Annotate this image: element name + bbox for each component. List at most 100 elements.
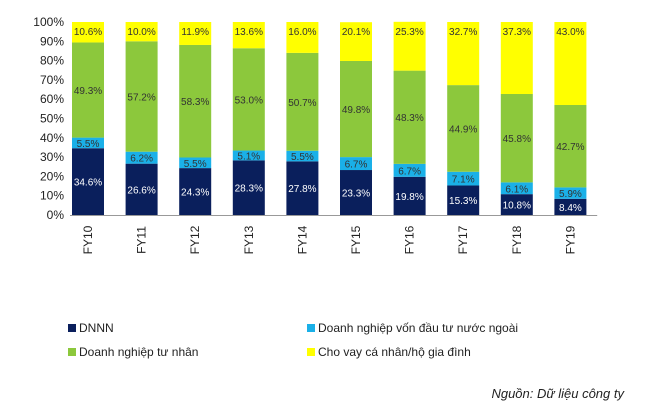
- bar-segment-fy13-s1: [232, 150, 265, 161]
- data-label: 10.8%: [503, 201, 531, 212]
- data-label: 19.8%: [395, 192, 423, 203]
- data-label: 34.6%: [74, 178, 102, 189]
- bar-segment-fy12-s2: [179, 44, 212, 158]
- bar-segment-fy17-s1: [447, 171, 480, 186]
- bar-segment-fy16-s3: [393, 21, 426, 71]
- data-label: 20.1%: [342, 27, 370, 38]
- y-tick-label: 50%: [40, 112, 64, 126]
- data-label: 6.7%: [345, 160, 368, 171]
- x-tick-label: FY10: [81, 225, 95, 254]
- data-label: 44.9%: [449, 124, 477, 135]
- bar-segment-fy19-s0: [554, 198, 587, 215]
- data-label: 15.3%: [449, 196, 477, 207]
- y-tick-label: 40%: [40, 131, 64, 145]
- bar-segment-fy16-s1: [393, 163, 426, 177]
- data-label: 10.6%: [74, 27, 102, 38]
- data-label: 45.8%: [503, 134, 531, 145]
- bar-segment-fy14-s1: [286, 150, 319, 162]
- source-note: Nguồn: Dữ liệu công ty: [491, 386, 624, 401]
- data-label: 42.7%: [556, 142, 584, 153]
- data-label: 58.3%: [181, 97, 209, 108]
- data-label: 13.6%: [235, 27, 263, 38]
- data-label: 43.0%: [556, 27, 584, 38]
- y-tick-label: 20%: [40, 169, 64, 183]
- data-label: 10.0%: [127, 27, 155, 38]
- data-label: 16.0%: [288, 27, 316, 38]
- bar-segment-fy15-s0: [340, 170, 372, 215]
- y-tick-label: 0%: [47, 208, 65, 222]
- y-tick-label: 60%: [40, 92, 64, 106]
- x-tick-label: FY16: [403, 225, 417, 254]
- data-label: 7.1%: [452, 175, 475, 186]
- bar-segment-fy13-s2: [232, 48, 265, 151]
- bar-segment-fy10-s3: [72, 22, 104, 43]
- bar-segment-fy14-s2: [286, 52, 319, 151]
- bar-segment-fy13-s3: [232, 22, 265, 49]
- bar-segment-fy11-s3: [125, 22, 158, 42]
- bar-segment-fy14-s3: [286, 22, 319, 53]
- data-label: 11.9%: [181, 27, 209, 38]
- bar-segment-fy17-s0: [447, 185, 480, 215]
- bar-segment-fy15-s1: [340, 157, 372, 171]
- bars-group: 34.6% 5.5% 49.3% 10.6% 26.6% 6.2% 57.2% 10.0% 24…: [72, 21, 587, 215]
- bar-segment-fy12-s1: [179, 157, 212, 169]
- data-label: 49.3%: [74, 86, 102, 97]
- x-tick-label: FY15: [349, 225, 363, 254]
- data-label: 6.1%: [505, 184, 528, 195]
- data-label: 5.1%: [237, 151, 260, 162]
- data-label: 48.3%: [395, 113, 423, 124]
- bar-segment-fy10-s0: [72, 148, 104, 215]
- data-label: 53.0%: [235, 95, 263, 106]
- bar-segment-fy15-s3: [340, 22, 372, 61]
- bar-segment-fy10-s1: [72, 137, 104, 149]
- y-tick-label: 10%: [40, 189, 64, 203]
- bar-segment-fy19-s2: [554, 104, 587, 188]
- x-tick-label: FY19: [563, 225, 577, 254]
- y-tick-label: 90%: [40, 34, 64, 48]
- bar-segment-fy11-s0: [125, 163, 158, 215]
- data-label: 49.8%: [342, 105, 370, 116]
- bar-segment-fy10-s2: [72, 42, 104, 138]
- bar-segment-fy18-s0: [500, 194, 533, 215]
- data-label: 57.2%: [127, 92, 155, 103]
- data-label: 8.4%: [559, 203, 582, 214]
- bar-segment-fy18-s3: [500, 22, 533, 94]
- bar-segment-fy11-s2: [125, 41, 158, 152]
- bar-segment-fy14-s0: [286, 161, 319, 215]
- bar-segment-fy13-s0: [232, 160, 265, 215]
- bar-segment-fy19-s3: [554, 22, 587, 105]
- data-label: 6.7%: [398, 166, 421, 177]
- bar-segment-fy12-s0: [179, 168, 212, 215]
- bar-segment-fy18-s1: [500, 182, 533, 195]
- data-label: 5.9%: [559, 189, 582, 200]
- y-axis: 0% 10% 20% 30% 40% 50% 60% 70% 80% 90% 100%: [33, 15, 64, 222]
- x-axis: FY10 FY11 FY12 FY13 FY14 FY15 FY16 FY17 FY18 FY19: [70, 215, 598, 254]
- data-label: 27.8%: [288, 184, 316, 195]
- bar-segment-fy18-s2: [500, 93, 533, 183]
- data-label: 50.7%: [288, 98, 316, 109]
- data-label: 24.3%: [181, 188, 209, 199]
- bar-segment-fy16-s0: [393, 176, 426, 215]
- bar-segment-fy17-s2: [447, 85, 480, 172]
- data-label: 26.6%: [127, 185, 155, 196]
- bar-segment-fy17-s3: [447, 22, 480, 86]
- y-tick-label: 70%: [40, 73, 64, 87]
- x-tick-label: FY13: [242, 225, 256, 254]
- bar-segment-fy15-s2: [340, 60, 372, 158]
- data-label: 37.3%: [503, 27, 531, 38]
- x-tick-label: FY18: [510, 225, 524, 254]
- data-label: 25.3%: [395, 27, 423, 38]
- data-label: 28.3%: [235, 184, 263, 195]
- data-label: 32.7%: [449, 27, 477, 38]
- x-tick-label: FY11: [135, 226, 149, 254]
- bar-segment-fy12-s3: [179, 22, 212, 45]
- y-tick-label: 100%: [33, 15, 64, 29]
- bar-segment-fy19-s1: [554, 187, 587, 199]
- bar-segment-fy16-s2: [393, 70, 426, 164]
- y-tick-label: 80%: [40, 54, 64, 68]
- data-label: 5.5%: [184, 159, 207, 170]
- x-tick-label: FY17: [456, 225, 470, 254]
- data-label: 5.5%: [77, 139, 100, 150]
- x-tick-label: FY12: [188, 225, 202, 254]
